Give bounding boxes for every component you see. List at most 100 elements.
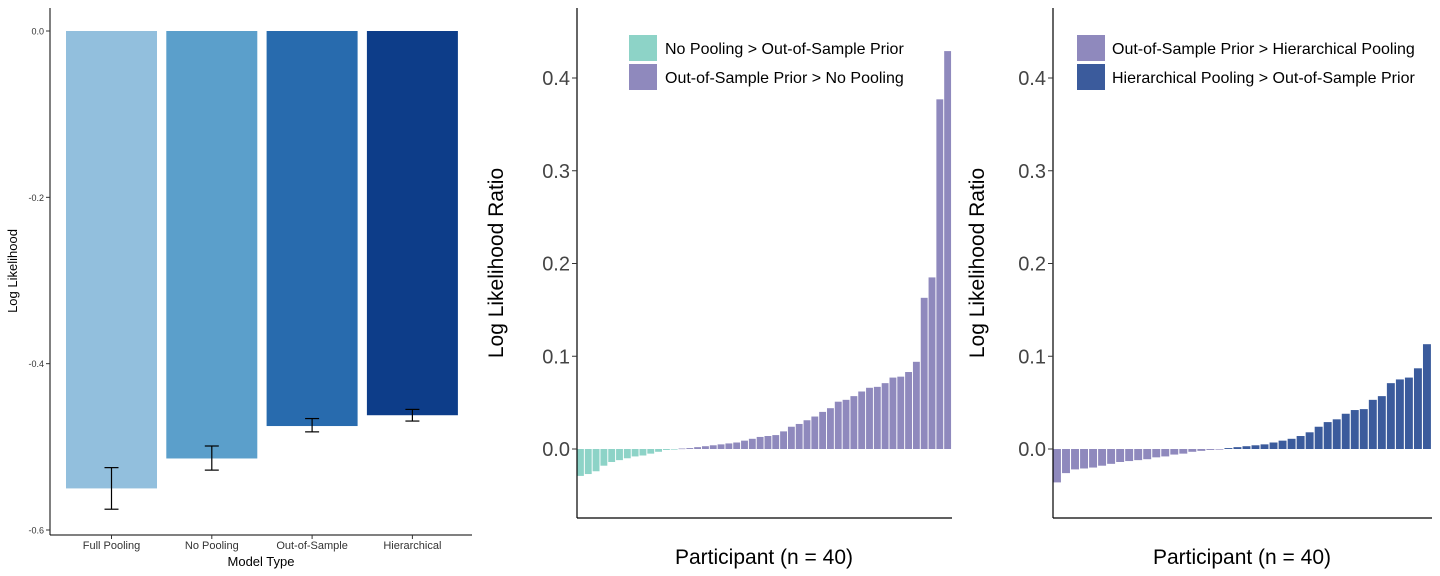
p1-y-tick-label: -0.4 (28, 359, 44, 369)
p2-bar (600, 449, 608, 466)
p3-y-tick-label: 0.4 (1018, 68, 1046, 90)
p3-bar (1143, 449, 1152, 460)
p3-bar (1197, 449, 1206, 451)
p3-bar (1152, 449, 1161, 458)
p2-bar (858, 391, 866, 449)
p3-bar (1260, 444, 1269, 449)
p1-y-axis-title: Log Likelihood (5, 229, 20, 313)
p2-bar (834, 401, 842, 449)
p3-bar (1251, 445, 1260, 449)
p3-bar (1134, 449, 1143, 461)
p3-bar (1053, 449, 1061, 483)
p1-bar (266, 31, 358, 427)
p2-bar (631, 449, 639, 457)
p3-bars (1053, 344, 1431, 483)
p2-y-tick-label: 0.0 (542, 439, 570, 461)
p1-x-tick-label: Full Pooling (83, 540, 140, 552)
p1-x-axis-title: Model Type (228, 554, 295, 569)
p2-bar (866, 387, 873, 449)
p2-bar (741, 440, 748, 449)
p3-bar (1098, 449, 1107, 466)
p3-bar (1080, 449, 1089, 469)
p3-legend: Out-of-Sample Prior > Hierarchical Pooli… (1077, 35, 1415, 90)
p3-legend-label-2: Hierarchical Pooling > Out-of-Sample Pri… (1112, 70, 1415, 87)
p2-legend-swatch-1 (629, 35, 657, 61)
p3-bar (1350, 410, 1359, 449)
p2-legend: No Pooling > Out-of-Sample Prior Out-of-… (629, 35, 904, 90)
p3-bar (1125, 449, 1134, 462)
p2-y-tick-label: 0.1 (542, 346, 570, 368)
panel-model-type: 0.0 -0.2 -0.4 -0.6 Full Pooling No Pooling Ou… (5, 8, 472, 569)
p2-bar (639, 449, 647, 456)
p3-bar (1287, 438, 1296, 449)
p2-bar (764, 436, 772, 449)
p2-bar (780, 431, 787, 449)
p2-bar (912, 361, 920, 449)
p2-bar (936, 99, 944, 450)
p2-bar (616, 449, 623, 461)
p2-bar (795, 423, 803, 449)
p2-bar (920, 297, 928, 449)
p2-bar (733, 442, 741, 449)
p3-bar (1215, 449, 1224, 450)
panel-no-pooling-vs-prior: 0.0 0.1 0.2 0.3 0.4 Participant (n = 40) Log… (485, 8, 952, 569)
p3-bar (1161, 449, 1170, 457)
p3-bar (1386, 383, 1395, 449)
p3-bar (1305, 432, 1314, 449)
p3-bar (1071, 449, 1079, 470)
p2-bar (873, 386, 881, 449)
p3-bar (1224, 448, 1233, 449)
p3-y-axis-title: Log Likelihood Ratio (966, 168, 989, 358)
p2-bar (905, 372, 912, 449)
p2-y-ticks: 0.0 0.1 0.2 0.3 0.4 (542, 68, 577, 461)
p2-bar (842, 399, 850, 449)
p1-x-tick-label: Out-of-Sample (276, 540, 348, 552)
p1-y-tick-label: -0.2 (28, 193, 44, 203)
p2-bar (827, 408, 834, 449)
p3-bar (1296, 436, 1305, 449)
p3-bar (1377, 396, 1386, 449)
p2-bar (702, 446, 709, 449)
p2-bar (928, 277, 936, 449)
p2-bar (944, 51, 952, 449)
p2-bar (678, 448, 686, 450)
p2-bar (608, 449, 616, 462)
p3-bar (1116, 449, 1125, 462)
p2-bar (811, 416, 819, 449)
p1-bar (66, 31, 157, 489)
p2-bar (647, 449, 655, 454)
p1-y-tick-label: -0.6 (28, 526, 44, 536)
p3-bar (1314, 426, 1323, 449)
p2-y-tick-label: 0.2 (542, 254, 570, 276)
p3-bar (1278, 440, 1287, 449)
p3-bar (1422, 344, 1431, 449)
p2-bar (686, 448, 694, 449)
p3-bar (1062, 449, 1070, 474)
p1-x-tick-label: Hierarchical (383, 540, 441, 552)
p1-y-tick-label: 0.0 (31, 27, 44, 37)
p1-bars (66, 31, 458, 489)
p2-bar (881, 383, 889, 449)
p3-legend-label-1: Out-of-Sample Prior > Hierarchical Pooli… (1112, 41, 1415, 58)
p2-bar (717, 444, 725, 449)
p3-y-tick-label: 0.3 (1018, 161, 1046, 183)
p3-y-tick-label: 0.2 (1018, 254, 1046, 276)
p2-bar (592, 449, 600, 472)
p3-bar (1206, 449, 1215, 450)
p2-bar (756, 436, 764, 449)
p3-bar (1395, 379, 1404, 449)
p1-x-ticks: Full Pooling No Pooling Out-of-Sample Hiera… (83, 535, 441, 552)
p3-y-tick-label: 0.1 (1018, 346, 1046, 368)
p2-bar (772, 435, 780, 449)
p2-bar (694, 447, 702, 449)
p3-bar (1359, 409, 1368, 449)
p2-x-axis-title: Participant (n = 40) (675, 546, 853, 569)
p2-bars (577, 51, 952, 476)
p3-x-axis-title: Participant (n = 40) (1153, 546, 1331, 569)
p2-bar (748, 438, 756, 449)
p2-bar (889, 377, 897, 449)
p3-legend-swatch-2 (1077, 64, 1105, 90)
p2-bar (787, 426, 795, 449)
p3-bar (1170, 449, 1179, 455)
p3-bar (1233, 447, 1242, 449)
